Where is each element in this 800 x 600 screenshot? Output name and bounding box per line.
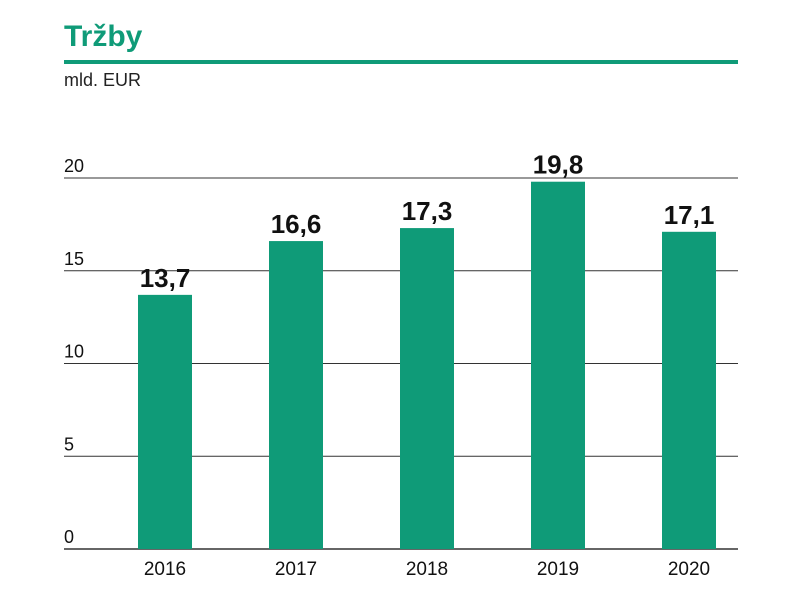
bar-value-label: 13,7 <box>140 263 191 293</box>
x-tick-label: 2017 <box>275 559 317 580</box>
y-tick-label: 0 <box>64 527 74 547</box>
x-tick-label: 2019 <box>537 559 579 580</box>
bar-value-label: 16,6 <box>271 209 322 239</box>
y-tick-label: 5 <box>64 434 74 454</box>
bar <box>269 241 323 549</box>
y-tick-label: 20 <box>64 156 84 176</box>
chart-title: Tržby <box>64 20 143 53</box>
bar <box>662 231 716 550</box>
title-rule <box>64 60 738 64</box>
y-tick-label: 10 <box>64 342 84 362</box>
bar-value-label: 19,8 <box>533 150 584 180</box>
bar-value-label: 17,1 <box>664 200 715 230</box>
bar <box>531 181 585 549</box>
x-tick-label: 2016 <box>144 559 186 580</box>
bar <box>400 228 454 549</box>
unit-label: mld. EUR <box>64 70 142 90</box>
bar <box>138 294 192 549</box>
x-tick-label: 2018 <box>406 559 448 580</box>
bar-value-label: 17,3 <box>402 196 453 226</box>
y-tick-label: 15 <box>64 249 84 269</box>
x-tick-label: 2020 <box>668 559 710 580</box>
